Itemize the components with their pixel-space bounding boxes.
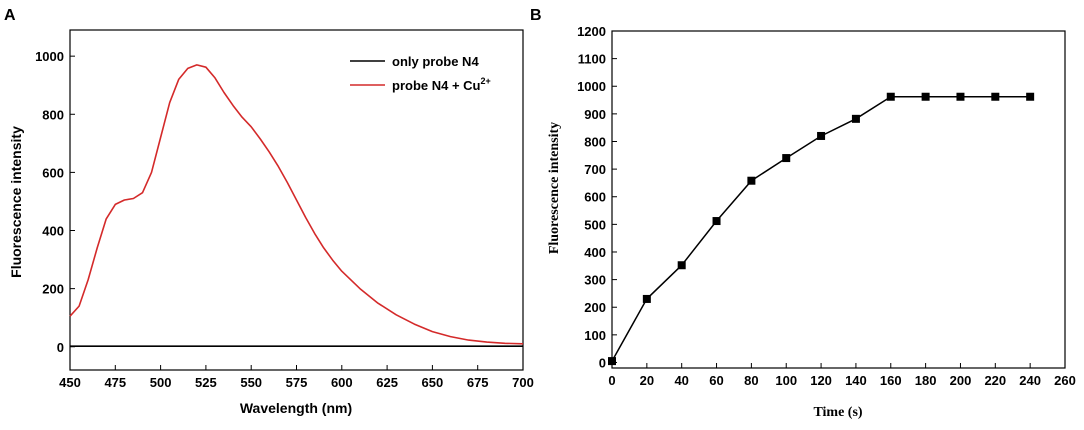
plot-a-ytick-label: 0 <box>57 340 64 355</box>
data-point-marker <box>608 357 616 366</box>
plot-b-xtick-label: 100 <box>775 373 797 388</box>
plot-b-ytick-label: 800 <box>584 134 606 149</box>
data-point-marker <box>677 261 686 270</box>
plot-b-frame <box>611 30 1066 369</box>
plot-b-ytick-label: 300 <box>584 273 606 288</box>
plot-a-ytick-label: 1000 <box>35 49 64 64</box>
plot-b-ytick-label: 400 <box>584 245 606 260</box>
plot-a-series <box>69 64 524 348</box>
plot-b-xtick-label: 140 <box>845 373 867 388</box>
plot-a-xtick-label: 675 <box>467 375 489 390</box>
plot-b-ytick-label: 700 <box>584 162 606 177</box>
data-point-marker <box>956 92 965 101</box>
plot-b-series <box>608 92 1035 366</box>
plot-b-xtick-label: 40 <box>674 373 688 388</box>
plot-b-ytick-label: 0 <box>599 355 606 370</box>
plot-a-xtick-label: 575 <box>286 375 308 390</box>
plot-a-xtick-label: 700 <box>512 375 534 390</box>
data-point-marker <box>712 217 721 226</box>
plot-a-xtick-label: 650 <box>422 375 444 390</box>
plot-a-ytick-label: 200 <box>42 282 64 297</box>
plot-a-ytick-label: 600 <box>42 165 64 180</box>
plot-a-xtick-label: 600 <box>331 375 353 390</box>
plot-b-xtick-label: 80 <box>744 373 758 388</box>
plot-b-ytick-label: 900 <box>584 107 606 122</box>
plot-b-ytick-label: 1000 <box>577 79 606 94</box>
data-point-marker <box>851 114 860 123</box>
plot-b-xtick-label: 240 <box>1019 373 1041 388</box>
plot-a-xtick-label: 625 <box>376 375 398 390</box>
data-point-marker <box>886 92 895 101</box>
plot-b-ytick-label: 100 <box>584 328 606 343</box>
plot-b-ticks: 0 20 40 60 80 100 120 140 160 180 200 220 240 260 0 100… <box>577 24 1076 388</box>
legend-label-only-probe: only probe N4 <box>392 54 479 69</box>
plot-a-xtick-label: 450 <box>59 375 81 390</box>
series-line-probe-cu <box>69 64 524 345</box>
plot-b-ytick-label: 200 <box>584 300 606 315</box>
panel-a-letter: A <box>4 7 16 24</box>
plot-a-ytick-label: 400 <box>42 224 64 239</box>
plot-b-ylabel: Fluorescence intensity <box>547 122 562 254</box>
plot-b-xlabel: Time (s) <box>813 405 862 420</box>
legend-label-probe-cu: probe N4 + Cu2+ <box>392 76 491 93</box>
plot-b-xtick-label: 220 <box>984 373 1006 388</box>
plot-b-ytick-label: 600 <box>584 190 606 205</box>
plot-b-ytick-label: 1100 <box>578 52 606 67</box>
plot-a-ytick-label: 800 <box>42 107 64 122</box>
plot-b-ytick-label: 1200 <box>577 24 606 39</box>
plot-a-ylabel: Fluorescence intensity <box>8 126 24 278</box>
data-point-marker <box>817 131 826 140</box>
plot-a-xtick-label: 475 <box>104 375 126 390</box>
data-point-marker <box>921 92 930 101</box>
plot-b-xtick-label: 60 <box>709 373 723 388</box>
data-point-marker <box>991 92 1000 101</box>
data-point-marker <box>642 294 651 303</box>
plot-b-ytick-label: 500 <box>584 217 606 232</box>
plot-a-xtick-label: 500 <box>150 375 172 390</box>
panel-b: B 0 20 40 60 80 100 120 140 160 180 200 220 240 260 0 1… <box>530 7 1076 420</box>
plot-b-xtick-label: 260 <box>1054 373 1076 388</box>
plot-b-xtick-label: 120 <box>810 373 832 388</box>
plot-b-xtick-label: 160 <box>880 373 902 388</box>
plot-a-ticks: 450 475 500 525 550 575 600 625 650 675 700 0 200 400… <box>35 49 534 390</box>
plot-b-xtick-label: 200 <box>950 373 972 388</box>
plot-b-xtick-label: 0 <box>608 373 615 388</box>
plot-b-xtick-label: 20 <box>640 373 654 388</box>
plot-a-xlabel: Wavelength (nm) <box>240 400 352 416</box>
panel-b-letter: B <box>530 7 542 24</box>
panel-a: A 450 475 500 525 550 575 600 625 650 675 70002004… <box>4 7 534 416</box>
data-point-marker <box>782 154 791 163</box>
data-point-marker <box>747 176 756 185</box>
plot-a-legend: only probe N4 probe N4 + Cu2+ <box>350 54 491 93</box>
plot-b-xtick-label: 180 <box>915 373 937 388</box>
plot-a-xtick-label: 525 <box>195 375 217 390</box>
plot-a-xtick-label: 550 <box>240 375 262 390</box>
data-point-marker <box>1026 92 1035 101</box>
